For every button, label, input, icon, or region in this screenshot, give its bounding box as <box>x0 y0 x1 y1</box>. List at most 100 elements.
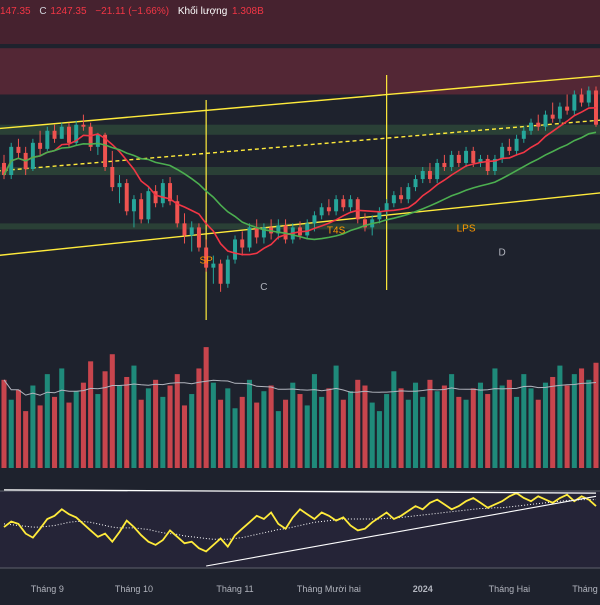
volume-bar <box>420 396 426 468</box>
volume-bar <box>196 368 202 468</box>
volume-bar <box>470 388 476 468</box>
candle-body <box>117 183 122 188</box>
volume-bar <box>492 368 498 468</box>
volume-bar <box>391 371 397 468</box>
volume-bar <box>376 411 382 468</box>
volume-bar <box>131 365 137 468</box>
candle-body <box>572 94 577 111</box>
volume-bar <box>116 385 123 468</box>
candle-body <box>348 199 353 208</box>
volume-bar <box>441 385 447 468</box>
candle-body <box>2 162 6 176</box>
volume-bar <box>138 399 144 468</box>
oscillator-line <box>3 492 597 553</box>
candle-body <box>391 195 396 204</box>
volume-bar <box>477 382 484 468</box>
oscillator-upper-trendline <box>3 489 597 494</box>
volume-bar <box>44 374 50 468</box>
annotation-label: SP <box>199 256 213 267</box>
candle-body <box>196 227 201 248</box>
time-axis-label: Tháng 9 <box>31 584 64 594</box>
candle-body <box>442 162 447 167</box>
candle-body <box>492 158 497 172</box>
candle-body <box>66 126 71 143</box>
volume-bar <box>283 399 289 468</box>
volume-bar <box>246 379 252 468</box>
ma-fast-line <box>3 107 597 256</box>
volume-bar <box>261 391 267 468</box>
candle-body <box>81 124 86 127</box>
candle-body <box>124 183 129 212</box>
volume-ma-line <box>3 379 597 396</box>
volume-bar <box>333 365 339 468</box>
candle-body <box>153 191 158 204</box>
volume-bar <box>37 405 43 468</box>
volume-bar <box>23 411 29 468</box>
candle-body <box>485 158 490 172</box>
candle-body <box>189 227 194 236</box>
volume-bar <box>73 391 79 468</box>
candle-body <box>233 239 238 260</box>
candle-body <box>543 114 548 127</box>
annotation-label: T4S <box>327 225 346 236</box>
candle-body <box>536 122 541 127</box>
volume-bar <box>95 394 101 468</box>
volume-bar <box>174 374 180 468</box>
volume-bar <box>304 405 310 468</box>
candle-body <box>305 223 310 236</box>
candle-body <box>95 134 100 147</box>
volume-bar <box>232 408 238 468</box>
volume-bar <box>528 388 534 468</box>
legend-change: −21.11 (−1.66%) <box>95 6 170 17</box>
candle-body <box>377 211 382 220</box>
candle-body <box>456 154 461 163</box>
candle-body <box>131 199 136 212</box>
volume-bar <box>514 396 520 468</box>
ma-slow-line <box>3 131 597 241</box>
volume-bar <box>535 399 541 468</box>
candle-body <box>312 215 317 224</box>
volume-bar <box>52 396 58 468</box>
volume-bar <box>239 396 245 468</box>
candle-body <box>471 150 476 163</box>
oscillator-band <box>0 491 600 568</box>
candle-body <box>110 166 115 188</box>
time-axis-label: Tháng 10 <box>115 584 153 594</box>
volume-bar <box>102 371 108 468</box>
volume-bar <box>268 385 274 468</box>
volume-bar <box>362 385 368 468</box>
channel-mid-line <box>0 119 600 172</box>
volume-bar <box>290 382 296 468</box>
volume-bar <box>485 394 491 468</box>
candle-body <box>557 106 562 119</box>
volume-bar <box>571 374 577 468</box>
volume-bar <box>499 385 505 468</box>
candle-body <box>579 94 584 103</box>
volume-bar <box>59 368 65 468</box>
volume-bar <box>66 402 72 468</box>
candle-body <box>529 122 534 131</box>
candle-body <box>225 259 230 284</box>
top-supply-band <box>0 0 600 44</box>
supply-zone-0 <box>0 48 600 95</box>
volume-bar <box>1 379 7 468</box>
candle-body <box>334 199 339 212</box>
annotation-label: C <box>260 282 267 293</box>
candle-body <box>478 158 483 163</box>
candle-body <box>139 199 144 220</box>
annotation-label: LPS <box>457 223 476 234</box>
candle-body <box>435 162 440 180</box>
volume-bar <box>550 376 556 468</box>
volume-bar <box>167 385 173 468</box>
volume-bar <box>326 388 332 468</box>
demand-zone-2 <box>0 166 600 176</box>
volume-bar <box>542 382 548 468</box>
volume-bar <box>449 374 455 468</box>
legend-volume-value: 1.308B <box>232 6 264 17</box>
candle-body <box>247 227 252 248</box>
time-axis-label: Tháng Mười hai <box>297 584 361 594</box>
volume-bar <box>398 388 404 468</box>
candle-body <box>59 126 64 139</box>
